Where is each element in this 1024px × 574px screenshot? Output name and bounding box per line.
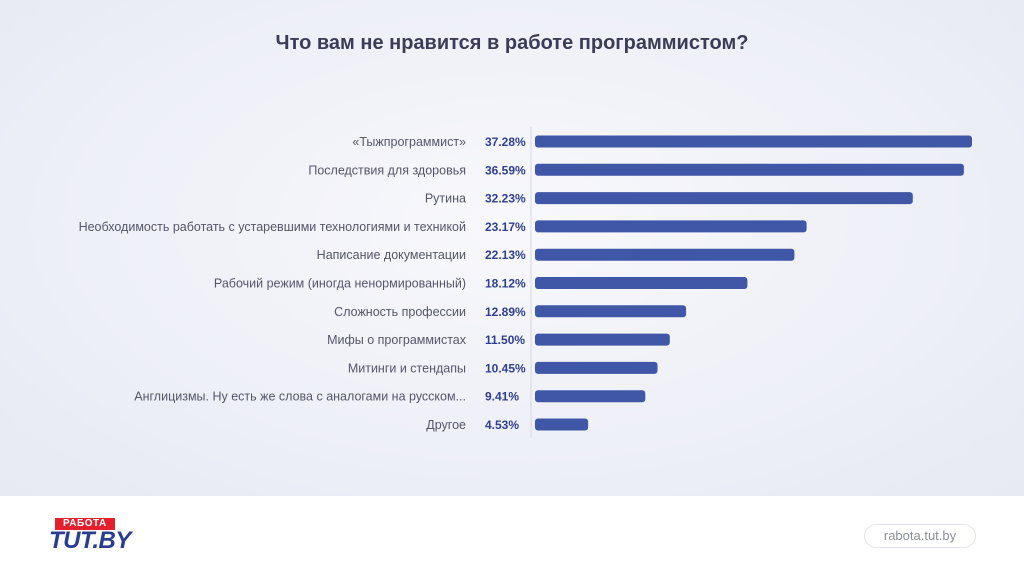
bar: [535, 277, 748, 289]
site-link[interactable]: rabota.tut.by: [864, 524, 976, 548]
value-label: 10.45%: [485, 361, 526, 375]
bar: [535, 248, 795, 261]
bar: [535, 361, 658, 374]
bar: [535, 418, 589, 431]
logo-main-text: TUT.BY: [49, 527, 131, 554]
category-label: Мифы о программистах: [327, 333, 467, 347]
value-label: 4.53%: [485, 418, 519, 432]
value-label: 37.28%: [485, 135, 526, 149]
category-label: Англицизмы. Ну есть же слова с аналогами…: [134, 390, 466, 404]
bar: [535, 333, 670, 346]
chart-area: Что вам не нравится в работе программист…: [0, 0, 1024, 496]
value-label: 11.50%: [485, 333, 525, 347]
chart-title: Что вам не нравится в работе программист…: [275, 32, 749, 54]
category-label: Необходимость работать с устаревшими тех…: [79, 220, 466, 234]
value-label: 12.89%: [485, 305, 526, 319]
value-label: 9.41%: [485, 390, 519, 404]
category-label: Последствия для здоровья: [308, 163, 466, 177]
category-label: Митинги и стендапы: [348, 361, 466, 375]
value-label: 36.59%: [485, 163, 526, 177]
logo-top-text: РАБОТА: [55, 518, 115, 530]
footer: TUT.BY РАБОТА rabota.tut.by: [0, 496, 1024, 574]
bar-chart: «Тыжпрограммист» 37.28% Последствия для зд…: [79, 127, 972, 438]
value-label: 32.23%: [485, 192, 526, 206]
category-label: Написание документации: [317, 248, 466, 262]
bar: [535, 305, 687, 318]
category-label: «Тыжпрограммист»: [352, 135, 466, 149]
category-label: Рутина: [425, 192, 466, 206]
bar: [535, 192, 913, 205]
bar: [535, 220, 807, 233]
value-label: 18.12%: [485, 277, 526, 291]
tutby-logo[interactable]: TUT.BY РАБОТА: [49, 518, 149, 554]
category-label: Сложность профессии: [334, 305, 466, 319]
value-label: 23.17%: [485, 220, 526, 234]
bar: [535, 163, 964, 176]
category-label: Рабочий режим (иногда ненормированный): [214, 277, 466, 291]
value-label: 22.13%: [485, 248, 526, 262]
bar: [535, 390, 646, 403]
category-label: Другое: [426, 418, 466, 432]
bar: [535, 135, 972, 148]
